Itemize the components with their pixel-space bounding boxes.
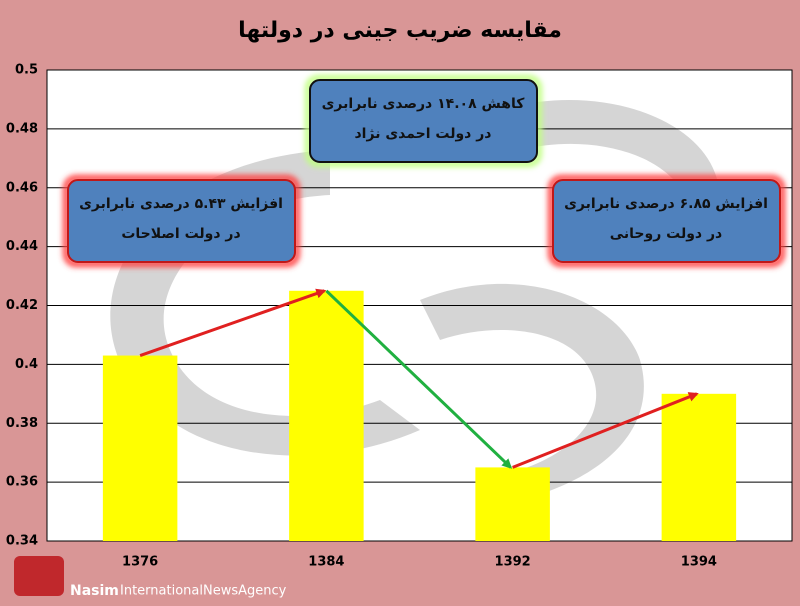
- x-tick-label: 1392: [495, 555, 531, 570]
- bar: [102, 355, 178, 541]
- annotation-box: [552, 179, 781, 263]
- y-tick-label: 0.5: [15, 63, 38, 78]
- y-tick-label: 0.44: [6, 239, 38, 254]
- annotation: کاهش ۱۴.۰۸ درصدی نابرابری در دولت احمدی ن…: [305, 75, 542, 167]
- logo-brand: Nasim: [70, 583, 119, 599]
- logo: Nasim InternationalNewsAgency: [14, 556, 287, 599]
- chart-title: مقایسه ضریب جینی در دولتها: [238, 18, 562, 43]
- annotation-glow: [305, 75, 542, 167]
- annotation-box: [67, 179, 296, 263]
- bar: [475, 467, 550, 541]
- annotation-text: در دولت احمدی نژاد: [355, 126, 492, 142]
- annotation-text: در دولت اصلاحات: [121, 226, 240, 242]
- annotation: افزایش ۵.۴۳ درصدی نابرابری در دولت اصلاحا…: [63, 175, 300, 267]
- annotation: افزایش ۶.۸۵ درصدی نابرابری در دولت روحانی: [548, 175, 785, 267]
- annotation-text: در دولت روحانی: [610, 226, 723, 242]
- y-tick-label: 0.48: [6, 121, 38, 136]
- y-tick-label: 0.34: [6, 534, 38, 549]
- logo-tagline: InternationalNewsAgency: [120, 584, 287, 599]
- bar: [661, 393, 737, 541]
- annotation-text: کاهش ۱۴.۰۸ درصدی نابرابری: [322, 96, 526, 112]
- x-tick-label: 1384: [308, 555, 344, 570]
- y-tick-label: 0.38: [6, 416, 38, 431]
- trend-arrow: [325, 289, 513, 469]
- x-tick-label: 1376: [122, 555, 158, 570]
- trend-arrow: [139, 288, 327, 357]
- x-tick-label: 1394: [681, 555, 717, 570]
- trend-arrow: [512, 392, 699, 469]
- logo-icon: [14, 556, 64, 596]
- bar: [289, 290, 364, 541]
- y-tick-label: 0.36: [6, 475, 38, 490]
- annotation-glow: [548, 175, 785, 267]
- annotation-box: [309, 79, 538, 163]
- annotation-glow: [63, 175, 300, 267]
- y-tick-label: 0.4: [15, 357, 38, 372]
- y-tick-label: 0.42: [6, 298, 38, 313]
- y-tick-label: 0.46: [6, 180, 38, 195]
- annotation-text: افزایش ۵.۴۳ درصدی نابرابری: [79, 196, 283, 212]
- annotation-text: افزایش ۶.۸۵ درصدی نابرابری: [564, 196, 768, 212]
